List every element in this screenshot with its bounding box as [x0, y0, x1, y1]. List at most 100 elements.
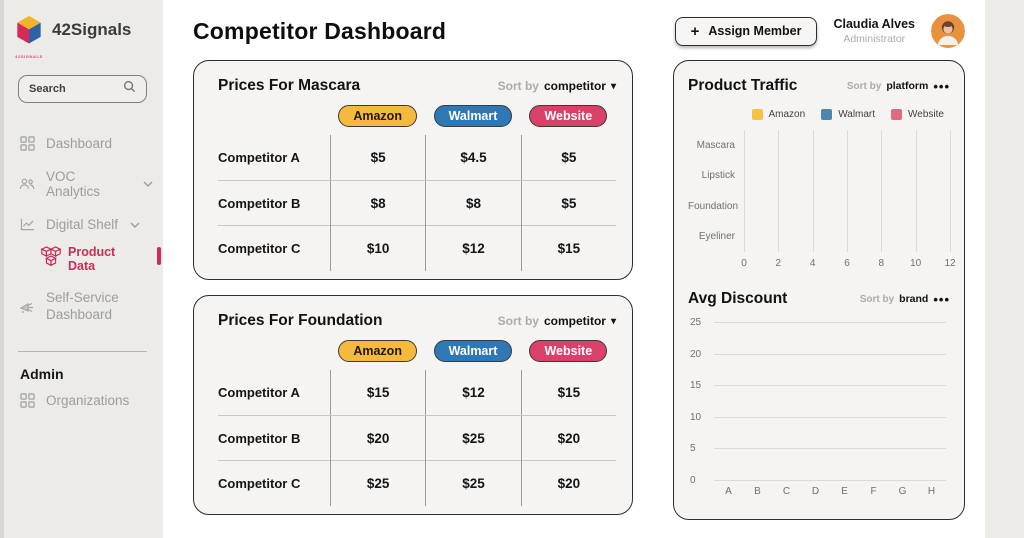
legend-label: Amazon: [768, 109, 806, 120]
y-tick: 15: [690, 380, 702, 392]
sort-by-competitor-dropdown[interactable]: Sort by competitor ▾: [498, 79, 616, 93]
walmart-badge[interactable]: Walmart: [433, 340, 513, 362]
price-cell: $4.5: [425, 135, 520, 180]
price-cell: $20: [330, 416, 425, 461]
right-margin-strip: [985, 0, 1024, 538]
sidebar-item-organizations[interactable]: Organizations: [4, 384, 163, 417]
analytics-card: Product Traffic Sort by platform ••• Ama…: [673, 60, 965, 520]
sort-by-label: Sort by: [497, 314, 539, 328]
sort-by-label: Sort by: [497, 79, 539, 93]
plus-icon: +: [690, 22, 700, 40]
walmart-swatch: [821, 109, 833, 120]
x-tick: F: [870, 486, 877, 497]
self-service-icon: [18, 299, 36, 314]
x-tick: 4: [809, 258, 816, 269]
chevron-down-icon: [130, 222, 140, 228]
avatar[interactable]: [931, 14, 965, 48]
main-content: Competitor Dashboard + Assign Member Cla…: [163, 0, 985, 538]
price-cell: $25: [425, 416, 520, 461]
avg-discount-title: Avg Discount: [688, 290, 788, 307]
y-tick: 5: [690, 443, 696, 455]
amazon-badge[interactable]: Amazon: [338, 105, 417, 127]
y-tick: 10: [690, 411, 702, 423]
sidebar: 42SIGNALS 42Signals Search Dashboard: [0, 0, 163, 538]
brand-logo-icon: [14, 14, 44, 53]
amazon-badge[interactable]: Amazon: [338, 340, 417, 362]
sidebar-item-dashboard[interactable]: Dashboard: [4, 127, 163, 160]
user-info: Claudia Alves Administrator: [833, 17, 915, 45]
x-tick: H: [927, 486, 936, 497]
x-tick: A: [725, 486, 732, 497]
website-badge[interactable]: Website: [529, 105, 608, 127]
x-tick: 10: [910, 258, 922, 269]
user-name: Claudia Alves: [833, 17, 915, 31]
sort-by-brand-control[interactable]: Sort by brand •••: [860, 292, 950, 307]
chart-legend: Amazon Walmart Website: [688, 109, 944, 120]
category-label: Mascara: [696, 139, 735, 151]
sort-by-platform-control[interactable]: Sort by platform •••: [847, 79, 950, 94]
sort-by-competitor-dropdown[interactable]: Sort by competitor ▾: [498, 314, 616, 328]
sidebar-item-label: VOC Analytics: [46, 169, 101, 199]
x-tick: 6: [844, 258, 850, 269]
chart-x-axis: A B C D E F G H: [714, 486, 946, 497]
y-tick: 20: [690, 348, 702, 360]
price-cell: $20: [520, 461, 616, 506]
table-row: Competitor A $5 $4.5 $5: [218, 135, 616, 180]
website-badge[interactable]: Website: [529, 340, 608, 362]
search-placeholder: Search: [29, 83, 66, 95]
website-swatch: [891, 109, 903, 120]
x-tick: G: [898, 486, 907, 497]
x-tick: 12: [944, 258, 956, 269]
sort-by-label: Sort by: [846, 80, 882, 92]
sort-value: brand: [899, 293, 929, 305]
y-tick: 25: [690, 317, 702, 328]
sidebar-item-label: Organizations: [46, 392, 130, 408]
price-cell: $20: [520, 416, 616, 461]
avg-discount-chart: 25 20 15 10 5 0: [690, 317, 946, 486]
sidebar-item-product-data[interactable]: Product Data: [4, 241, 163, 280]
row-label: Competitor B: [218, 431, 301, 446]
brand-name: 42Signals: [52, 20, 132, 39]
row-label: Competitor A: [218, 385, 300, 400]
y-tick: 0: [690, 475, 696, 486]
sidebar-divider: [18, 350, 147, 352]
walmart-badge[interactable]: Walmart: [433, 105, 513, 127]
price-cell: $8: [425, 181, 520, 226]
table-row: Competitor A $15 $12 $15: [218, 370, 616, 415]
category-label: Lipstick: [701, 170, 735, 182]
sidebar-item-voc-analytics[interactable]: VOC Analytics: [4, 160, 163, 208]
more-options-icon[interactable]: •••: [933, 78, 950, 94]
chart-plot-area: [744, 130, 951, 252]
product-traffic-chart: Mascara Lipstick Foundation Eyeliner: [688, 130, 951, 252]
x-tick: B: [754, 486, 761, 497]
price-cell: $5: [330, 135, 425, 180]
row-label: Competitor C: [218, 241, 301, 256]
row-label: Competitor A: [218, 150, 300, 165]
dashboard-icon: [18, 136, 36, 151]
assign-member-button[interactable]: + Assign Member: [674, 16, 818, 46]
legend-label: Walmart: [838, 109, 876, 120]
search-input[interactable]: Search: [18, 75, 147, 103]
table-row: Competitor C $25 $25 $20: [218, 460, 616, 506]
sidebar-item-label: Digital Shelf: [46, 217, 119, 232]
assign-member-label: Assign Member: [708, 24, 802, 38]
chevron-down-icon: [143, 181, 153, 187]
more-options-icon[interactable]: •••: [933, 291, 950, 307]
sidebar-nav: Dashboard VOC Analytics Digital Shelf: [4, 127, 163, 417]
voc-analytics-icon: [18, 177, 36, 191]
category-label: Eyeliner: [698, 231, 735, 243]
x-tick: 0: [741, 258, 747, 269]
x-tick: C: [782, 486, 791, 497]
price-cell: $15: [520, 370, 616, 415]
brand: 42SIGNALS 42Signals: [4, 10, 163, 59]
sort-value: competitor: [543, 79, 606, 93]
table-row: Competitor B $8 $8 $5: [218, 180, 616, 226]
sort-by-label: Sort by: [859, 293, 895, 305]
page-title: Competitor Dashboard: [193, 17, 447, 44]
price-cell: $10: [330, 226, 425, 271]
amazon-swatch: [751, 109, 763, 120]
sidebar-item-digital-shelf[interactable]: Digital Shelf: [4, 208, 163, 241]
sidebar-item-self-service-dashboard[interactable]: Self-Service Dashboard: [4, 280, 163, 333]
active-item-indicator: [157, 247, 161, 265]
caret-down-icon: ▾: [610, 80, 616, 92]
